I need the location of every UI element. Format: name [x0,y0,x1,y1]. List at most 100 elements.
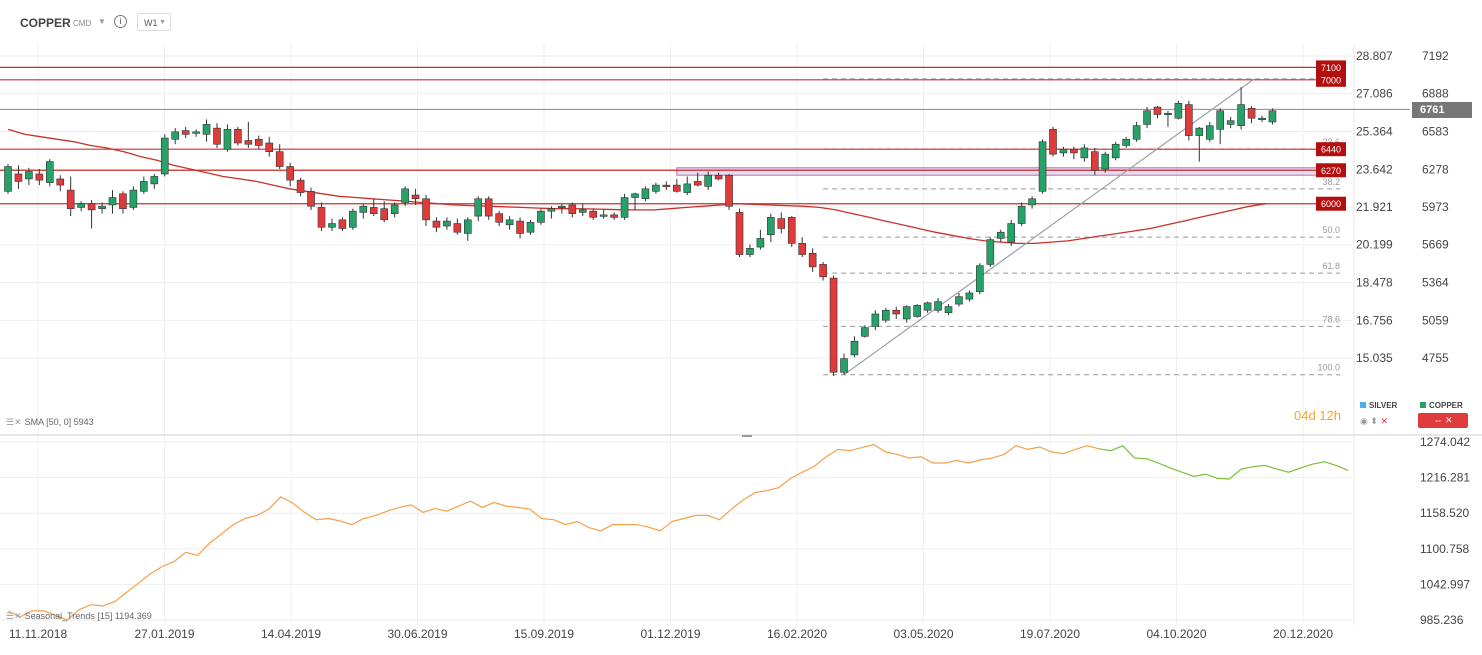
symbol-dropdown-icon[interactable]: ▼ [98,17,106,26]
info-icon[interactable]: i [114,15,127,28]
candle-body [516,220,524,234]
candle-body [463,219,472,234]
candle-body [641,188,650,200]
x-tick-label: 03.05.2020 [893,627,953,641]
sma-indicator-label[interactable]: ☰✕ SMA [50, 0] 5943 [6,417,94,428]
x-tick-label: 30.06.2019 [387,627,447,641]
candle-body [976,265,984,293]
candle-body [892,309,901,315]
level-badge [1316,60,1346,75]
candle-body [390,204,399,214]
candle-body [787,217,796,244]
level-label: 6270 [1321,166,1341,176]
sort-icon[interactable]: ⬍ [1370,416,1378,426]
timeframe-select[interactable]: W1 ▼ [137,13,171,31]
level-badge [1316,72,1346,87]
sub-y-tick-label: 1216.281 [1420,471,1470,485]
y-tick-label-secondary: 18.478 [1356,276,1393,290]
consolidation-zone [676,167,1336,176]
candle-body [861,327,869,337]
level-label: 7100 [1321,63,1341,73]
candle-body [422,198,430,221]
candle-body [1153,106,1162,115]
candle-body [1070,148,1078,154]
chevron-down-icon: ▼ [159,19,166,26]
candle-body [610,214,618,218]
legend-copper[interactable]: COPPER [1420,401,1463,410]
right-axis: 7192 6888 6583 6278 5973 5669 5364 5059 4755 28.8… [1356,49,1470,627]
candle-body [108,197,117,206]
candle-body [202,124,211,135]
candle-body [66,189,75,209]
candle-body [1111,143,1120,159]
candle-body [432,220,441,228]
candle-body [1247,107,1256,119]
candle-body [56,178,65,186]
candle-body [547,208,556,212]
candle-body [35,173,44,181]
close-icon[interactable]: ✕ [1380,416,1388,426]
candle-body [505,219,514,226]
copper-controls[interactable]: ⇔ ✕ [1418,413,1468,428]
candle-body [1007,223,1016,243]
candle-body [1195,127,1204,136]
candle-body [578,209,587,213]
candle-body [1143,110,1151,125]
horizontal-levels: 7100 7000 6440 6270 6000 [0,60,1346,211]
candle-body [307,191,315,207]
x-tick-label: 20.12.2020 [1273,627,1333,641]
settings-icon[interactable]: ☰✕ [6,611,22,621]
sub-y-tick-label: 1042.997 [1420,577,1470,591]
silver-controls[interactable]: ◉ ⬍ ✕ [1360,416,1388,427]
candle-body [171,131,179,140]
y-tick-label: 5364 [1422,276,1449,290]
silver-label: SILVER [1369,401,1398,410]
candle-body [484,198,493,217]
candle-body [808,252,817,268]
candle-body [965,292,974,300]
legend-silver[interactable]: SILVER [1360,401,1397,410]
x-axis: 11.11.2018 27.01.2019 14.04.2019 30.06.2019… [9,627,1333,641]
seasonal-value: 1194.369 [114,611,152,621]
x-tick-label: 04.10.2020 [1146,627,1206,641]
candle-body [923,302,932,311]
x-tick-label: 11.11.2018 [9,627,68,641]
y-tick-label-secondary: 25.364 [1356,124,1393,138]
fib-label: 78.6 [1322,314,1340,324]
candle-body [662,184,671,187]
sma-label: SMA [50, 0] [24,417,72,427]
x-tick-label: 16.02.2020 [767,627,827,641]
candle-body [244,140,253,145]
eye-icon[interactable]: ◉ [1360,416,1368,426]
symbol-name[interactable]: COPPER [20,16,71,30]
candle-body [1017,205,1026,224]
candle-body [181,130,190,135]
candle-body [558,205,566,208]
candle-body [934,301,942,311]
candle-body [1216,110,1224,130]
candle-body [338,219,347,229]
candle-body [1038,141,1047,192]
close-icon[interactable]: ✕ [1444,415,1453,425]
candle-body [265,142,274,152]
adjust-icon[interactable]: ⇔ [1433,415,1443,425]
seasonal-label: Seasonal_Trends [15] [24,611,113,621]
seasonal-indicator-label[interactable]: ☰✕ Seasonal_Trends [15] 1194.369 [6,611,152,622]
level-badge [1316,196,1346,211]
candle-body [955,296,963,305]
candle-body [767,217,775,235]
candle-body [140,181,148,192]
x-tick-label: 01.12.2019 [640,627,700,641]
fib-label: 100.0 [1317,363,1340,373]
settings-icon[interactable]: ☰✕ [6,417,22,427]
candle-body [620,197,629,218]
candle-body [735,212,744,255]
level-label: 6440 [1321,145,1341,155]
grid-lines [0,44,1352,625]
candle-body [1059,148,1068,154]
candle-body [683,183,692,193]
y-tick-label: 7192 [1422,49,1449,63]
candle-timer: 04d 12h [1294,408,1341,423]
